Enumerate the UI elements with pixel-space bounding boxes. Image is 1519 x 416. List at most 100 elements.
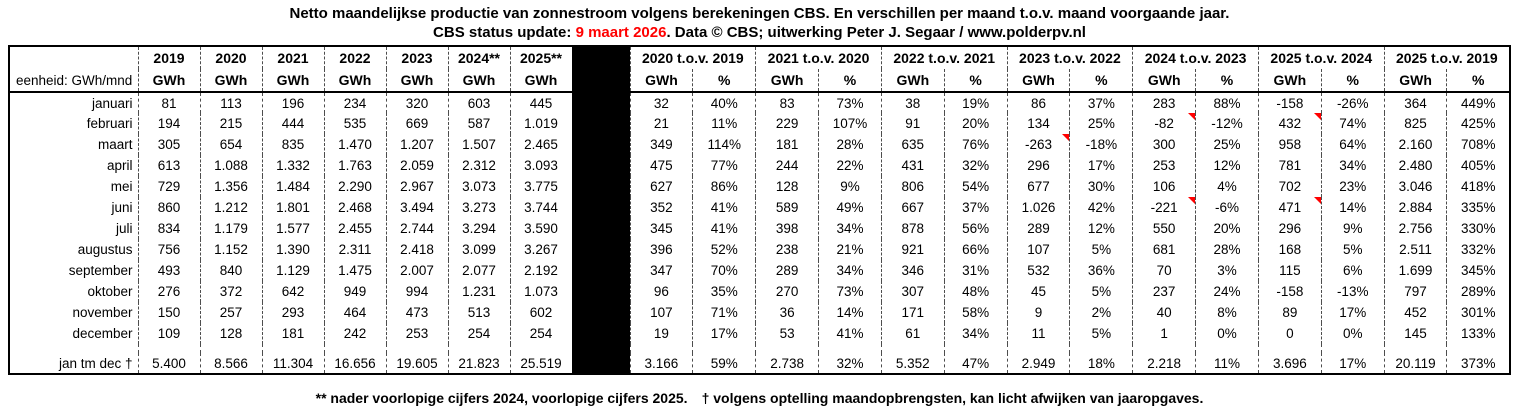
year-value-cell [447, 344, 510, 353]
diff-gwh-cell: 307 [880, 281, 945, 302]
unit-header: GWh [1383, 69, 1447, 93]
year-value-cell: 11.304 [261, 353, 324, 374]
diff-pct-cell: 31% [943, 260, 1008, 281]
year-value-cell: 194 [137, 113, 200, 134]
year-value-cell: 654 [199, 134, 262, 155]
diff-gwh-cell: 40 [1132, 302, 1196, 323]
diff-gwh-cell: 106 [1132, 176, 1196, 197]
diff-pct-cell: 59% [692, 353, 756, 374]
diff-pct-cell: 86% [692, 176, 756, 197]
diff-gwh-cell: -82 [1132, 113, 1196, 134]
spacer-row [9, 344, 1510, 353]
diff-pct-cell: 20% [1195, 218, 1259, 239]
diff-pct-cell: 48% [943, 281, 1008, 302]
diff-pct-cell: 9% [818, 176, 882, 197]
separator-cell [571, 69, 630, 93]
diff-pct-cell: 76% [943, 134, 1008, 155]
row-label: december [72, 326, 133, 341]
diff-gwh-cell: 627 [629, 176, 693, 197]
year-value-cell: 3.590 [509, 218, 572, 239]
table-row: september 493 840 1.129 1.475 2.007 2.077 2.192… [9, 260, 1510, 281]
year-value-cell: 1.129 [261, 260, 324, 281]
diff-pct-cell: 41% [818, 323, 882, 344]
diff-pct-cell: 41% [692, 197, 756, 218]
row-label: april [106, 158, 133, 173]
year-header: 2025** [509, 46, 572, 69]
year-value-cell: 493 [137, 260, 200, 281]
table-row: december 109 128 181 242 253 254 254 19 17% 53 41% 6… [9, 323, 1510, 344]
diff-gwh-cell: 781 [1257, 155, 1322, 176]
diff-gwh-cell: -158 [1257, 281, 1322, 302]
year-value-cell: 1.231 [447, 281, 510, 302]
diff-gwh-cell: 2.756 [1383, 218, 1447, 239]
diff-pct-cell: 405% [1446, 155, 1510, 176]
diff-pct-cell: 49% [818, 197, 882, 218]
diff-pct-cell: 28% [1195, 239, 1259, 260]
year-value-cell: 5.400 [137, 353, 200, 374]
diff-gwh-cell: 11 [1006, 323, 1070, 344]
diff-gwh-cell: 345 [629, 218, 693, 239]
year-value-cell: 1.332 [261, 155, 324, 176]
diff-pct-cell: 24% [1195, 281, 1259, 302]
year-value-cell: 3.744 [509, 197, 572, 218]
year-value-cell: 254 [447, 323, 510, 344]
diff-gwh-cell: 702 [1257, 176, 1322, 197]
diff-pct-cell: 14% [818, 302, 882, 323]
separator-cell [571, 281, 630, 302]
year-header-row: 2019 2020 2021 2022 2023 2024** 2025** 2… [9, 46, 1510, 69]
separator-cell [571, 302, 630, 323]
diff-pct-cell: 9% [1320, 218, 1385, 239]
diff-gwh-cell: 253 [1132, 155, 1196, 176]
diff-pct-cell: 42% [1069, 197, 1133, 218]
table-row: juni 860 1.212 1.801 2.468 3.494 3.273 3.744 352… [9, 197, 1510, 218]
year-value-cell: 2.455 [323, 218, 386, 239]
corner-cell [9, 46, 138, 69]
diff-gwh-cell: 532 [1006, 260, 1070, 281]
diff-gwh-cell: 667 [880, 197, 945, 218]
year-value-cell: 860 [137, 197, 200, 218]
subtitle-prefix: CBS status update: [433, 24, 576, 41]
year-value-cell: 729 [137, 176, 200, 197]
year-value-cell [261, 344, 324, 353]
diff-pct-cell: 34% [818, 218, 882, 239]
separator-cell [571, 92, 630, 113]
table-row: juli 834 1.179 1.577 2.455 2.744 3.294 3.590 345… [9, 218, 1510, 239]
diff-gwh-cell [1132, 344, 1196, 353]
diff-gwh-cell: 5.352 [880, 353, 945, 374]
year-value-cell: 305 [137, 134, 200, 155]
unit-header: GWh [199, 69, 262, 93]
diff-gwh-cell: 283 [1132, 92, 1196, 113]
year-value-cell: 81 [137, 92, 200, 113]
diff-gwh-cell [1006, 344, 1070, 353]
separator-cell [571, 353, 630, 374]
comment-marker-icon [1062, 134, 1070, 141]
row-label: mei [110, 179, 133, 194]
year-value-cell: 128 [199, 323, 262, 344]
year-value-cell: 756 [137, 239, 200, 260]
diff-pct-cell: -12% [1195, 113, 1259, 134]
diff-pct-cell: 0% [1195, 323, 1259, 344]
year-value-cell: 2.290 [323, 176, 386, 197]
unit-header: % [1320, 69, 1385, 93]
year-value-cell: 3.073 [447, 176, 510, 197]
diff-pct-cell: 70% [692, 260, 756, 281]
diff-pct-cell: -6% [1195, 197, 1259, 218]
year-value-cell: 257 [199, 302, 262, 323]
page-title: Netto maandelijkse productie van zonnest… [289, 5, 1230, 22]
year-value-cell: 1.179 [199, 218, 262, 239]
year-value-cell: 234 [323, 92, 386, 113]
diff-pct-cell [1069, 344, 1133, 353]
year-value-cell [199, 344, 262, 353]
diff-pct-cell: 373% [1446, 353, 1510, 374]
year-value-cell: 2.465 [509, 134, 572, 155]
year-value-cell: 445 [509, 92, 572, 113]
diff-gwh-cell: 2.949 [1006, 353, 1070, 374]
year-header: 2024** [447, 46, 510, 69]
year-value-cell: 276 [137, 281, 200, 302]
diff-pct-cell: 88% [1195, 92, 1259, 113]
table-row: maart 305 654 835 1.470 1.207 1.507 2.465 349 114… [9, 134, 1510, 155]
row-label: november [72, 305, 133, 320]
diff-gwh-cell: 296 [1006, 155, 1070, 176]
year-value-cell: 2.192 [509, 260, 572, 281]
year-value-cell: 1.507 [447, 134, 510, 155]
